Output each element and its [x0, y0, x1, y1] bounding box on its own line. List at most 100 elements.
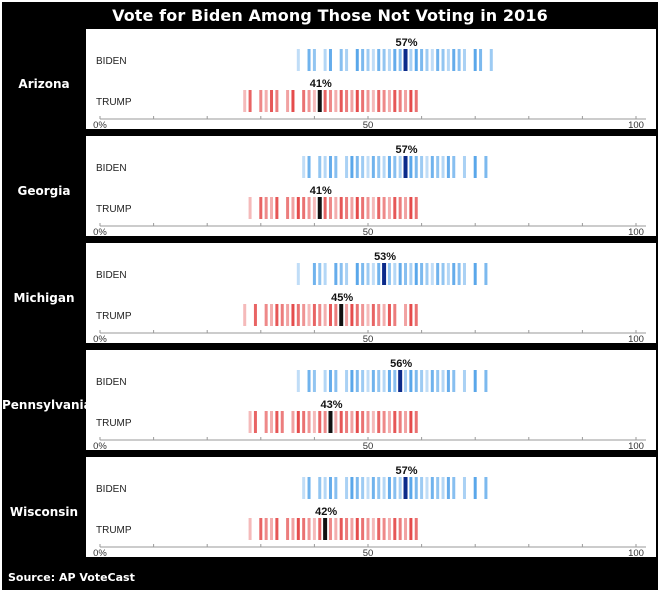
strip-mark: [355, 90, 359, 112]
median-mark: [339, 304, 344, 326]
strip-mark: [323, 156, 327, 178]
strip-mark: [286, 304, 290, 326]
chart-title: Vote for Biden Among Those Not Voting in…: [112, 6, 548, 25]
strip-mark: [323, 197, 327, 219]
strip-mark: [355, 411, 359, 433]
strip-mark: [371, 49, 375, 71]
strip-mark: [377, 49, 381, 71]
strip-mark: [345, 411, 349, 433]
x-tick-label: 100: [628, 548, 644, 557]
strip-mark: [339, 90, 343, 112]
strip-mark: [312, 411, 316, 433]
strip-mark: [355, 370, 359, 392]
strip-mark: [414, 49, 418, 71]
strip-mark: [323, 49, 327, 71]
strip-mark: [414, 156, 418, 178]
strip-mark: [248, 518, 252, 540]
strip-mark: [382, 197, 386, 219]
strip-mark: [473, 156, 477, 178]
strip-mark: [377, 90, 381, 112]
x-tick-label: 50: [363, 441, 374, 450]
x-tick-label: 0%: [93, 227, 107, 236]
median-label: 41%: [310, 78, 332, 90]
strip-mark: [355, 477, 359, 499]
strip-mark: [382, 518, 386, 540]
strip-mark: [328, 518, 332, 540]
median-label: 45%: [331, 292, 353, 304]
series-label-biden: BIDEN: [96, 163, 127, 174]
strip-mark: [393, 49, 397, 71]
strip-mark: [307, 477, 311, 499]
strip-mark: [377, 197, 381, 219]
strip-mark: [462, 49, 466, 71]
strip-mark: [334, 370, 338, 392]
median-label: 42%: [315, 506, 337, 518]
strip-mark: [404, 411, 408, 433]
strip-mark: [409, 49, 413, 71]
strip-mark: [366, 518, 370, 540]
series-label-trump: TRUMP: [96, 311, 132, 322]
strip-mark: [318, 263, 322, 285]
strip-mark: [328, 90, 332, 112]
strip-mark: [307, 411, 311, 433]
strip-mark: [291, 90, 295, 112]
strip-mark: [366, 156, 370, 178]
strip-mark: [361, 263, 365, 285]
strip-mark: [318, 477, 322, 499]
strip-mark: [275, 197, 279, 219]
x-tick-label: 100: [628, 441, 644, 450]
strip-plot-pennsylvania: 0% 50 100 BIDEN 56% TRUMP 43%: [93, 358, 646, 450]
strip-mark: [270, 90, 274, 112]
strip-mark: [452, 477, 456, 499]
strip-mark: [398, 197, 402, 219]
strip-mark: [479, 49, 483, 71]
strip-mark: [355, 518, 359, 540]
strip-mark: [409, 156, 413, 178]
strip-mark: [291, 304, 295, 326]
strip-plot-michigan: 0% 50 100 BIDEN 53% TRUMP 45%: [93, 251, 646, 343]
strip-mark: [414, 477, 418, 499]
strip-mark: [345, 477, 349, 499]
strip-mark: [339, 411, 343, 433]
strip-mark: [414, 197, 418, 219]
strip-mark: [430, 49, 434, 71]
strip-mark: [270, 411, 274, 433]
strip-mark: [436, 370, 440, 392]
strip-mark: [312, 304, 316, 326]
median-label: 56%: [390, 358, 412, 370]
strip-mark: [414, 370, 418, 392]
strip-mark: [452, 263, 456, 285]
strip-mark: [243, 90, 247, 112]
strip-mark: [420, 49, 424, 71]
strip-mark: [323, 304, 327, 326]
strip-mark: [307, 49, 311, 71]
strip-mark: [334, 156, 338, 178]
panel-wisconsin: 0% 50 100 BIDEN 57% TRUMP 42%: [86, 457, 656, 557]
strip-mark: [339, 197, 343, 219]
strip-mark: [377, 370, 381, 392]
strip-mark: [398, 477, 402, 499]
strip-mark: [409, 90, 413, 112]
strip-mark: [296, 263, 300, 285]
strip-mark: [387, 370, 391, 392]
strip-mark: [382, 156, 386, 178]
median-mark: [398, 370, 403, 392]
strip-mark: [361, 90, 365, 112]
strip-mark: [425, 263, 429, 285]
strip-mark: [361, 156, 365, 178]
strip-plot-wisconsin: 0% 50 100 BIDEN 57% TRUMP 42%: [93, 465, 646, 557]
strip-mark: [387, 304, 391, 326]
strip-mark: [414, 518, 418, 540]
strip-mark: [371, 411, 375, 433]
strip-mark: [462, 477, 466, 499]
strip-mark: [371, 477, 375, 499]
strip-mark: [425, 477, 429, 499]
strip-mark: [302, 411, 306, 433]
strip-mark: [382, 49, 386, 71]
strip-mark: [334, 477, 338, 499]
strip-mark: [462, 263, 466, 285]
strip-mark: [355, 197, 359, 219]
strip-mark: [328, 49, 332, 71]
strip-mark: [355, 263, 359, 285]
strip-mark: [414, 90, 418, 112]
